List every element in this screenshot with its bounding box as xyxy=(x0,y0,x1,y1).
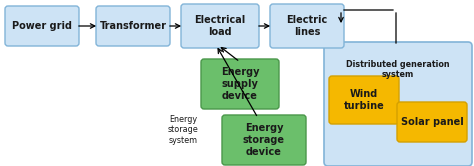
Text: Energy
supply
device: Energy supply device xyxy=(221,67,259,101)
FancyBboxPatch shape xyxy=(181,4,259,48)
FancyBboxPatch shape xyxy=(222,115,306,165)
Text: Wind
turbine: Wind turbine xyxy=(344,89,384,111)
Text: Electrical
load: Electrical load xyxy=(194,15,246,37)
FancyBboxPatch shape xyxy=(270,4,344,48)
Text: Solar panel: Solar panel xyxy=(401,117,464,127)
Text: Power grid: Power grid xyxy=(12,21,72,31)
Text: Energy
storage
device: Energy storage device xyxy=(243,123,285,157)
FancyBboxPatch shape xyxy=(324,42,472,166)
FancyBboxPatch shape xyxy=(201,59,279,109)
FancyBboxPatch shape xyxy=(329,76,399,124)
FancyBboxPatch shape xyxy=(96,6,170,46)
FancyBboxPatch shape xyxy=(397,102,467,142)
Text: Electric
lines: Electric lines xyxy=(286,15,328,37)
Text: Distributed generation
system: Distributed generation system xyxy=(346,60,450,79)
Text: Transformer: Transformer xyxy=(100,21,166,31)
FancyBboxPatch shape xyxy=(5,6,79,46)
Text: Energy
storage
system: Energy storage system xyxy=(168,115,199,145)
